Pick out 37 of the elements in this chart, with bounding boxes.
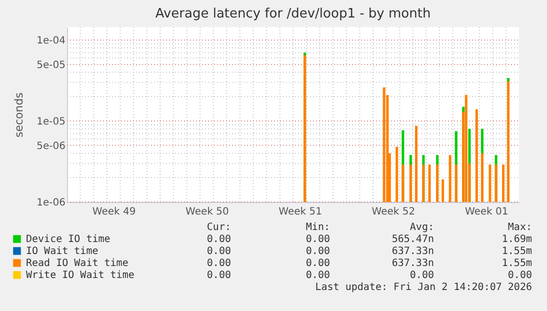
- text: Last update: Fri Jan 2 14:20:07 2026: [315, 282, 532, 293]
- y-tick-label: 5e-06: [36, 140, 66, 152]
- y-axis-title: seconds: [12, 92, 26, 138]
- text: 0.00: [206, 234, 231, 245]
- legend-label: Read IO Wait time: [26, 258, 128, 269]
- chart-title: Average latency for /dev/loop1 - by month: [155, 6, 431, 22]
- text: 0.00: [508, 270, 532, 281]
- x-tick-label: Week 50: [186, 206, 229, 218]
- text: 0.00: [410, 270, 434, 281]
- text: 0.00: [206, 258, 231, 269]
- text: 1.69m: [502, 234, 532, 245]
- text: Max:: [508, 222, 532, 233]
- y-tick-label: 1e-04: [36, 36, 66, 47]
- text: 0.00: [206, 270, 231, 281]
- text: 0.00: [306, 246, 330, 257]
- text: 565.47n: [392, 234, 434, 245]
- text: Avg:: [410, 222, 434, 233]
- x-tick-label: Week 01: [464, 206, 508, 218]
- text: 1.55m: [502, 258, 532, 269]
- text: 637.33n: [392, 246, 434, 257]
- y-tick-label: 5e-05: [36, 60, 66, 71]
- x-tick-label: Week 49: [92, 206, 136, 218]
- y-tick-label: 1e-06: [36, 198, 66, 208]
- text: Min:: [306, 222, 330, 233]
- text: 0.00: [306, 270, 330, 281]
- text: 0.00: [306, 258, 330, 269]
- legend-label: IO Wait time: [26, 246, 98, 257]
- text: 0.00: [206, 246, 231, 257]
- legend-label: Write IO Wait time: [26, 270, 134, 281]
- text: Cur:: [206, 222, 231, 233]
- legend-label: Device IO time: [26, 234, 110, 245]
- text: 0.00: [306, 234, 330, 245]
- x-tick-label: Week 52: [372, 206, 416, 218]
- x-tick-label: Week 51: [278, 206, 322, 218]
- text: 1.55m: [502, 246, 532, 257]
- text: 637.33n: [392, 258, 434, 269]
- y-tick-label: 1e-05: [36, 116, 66, 128]
